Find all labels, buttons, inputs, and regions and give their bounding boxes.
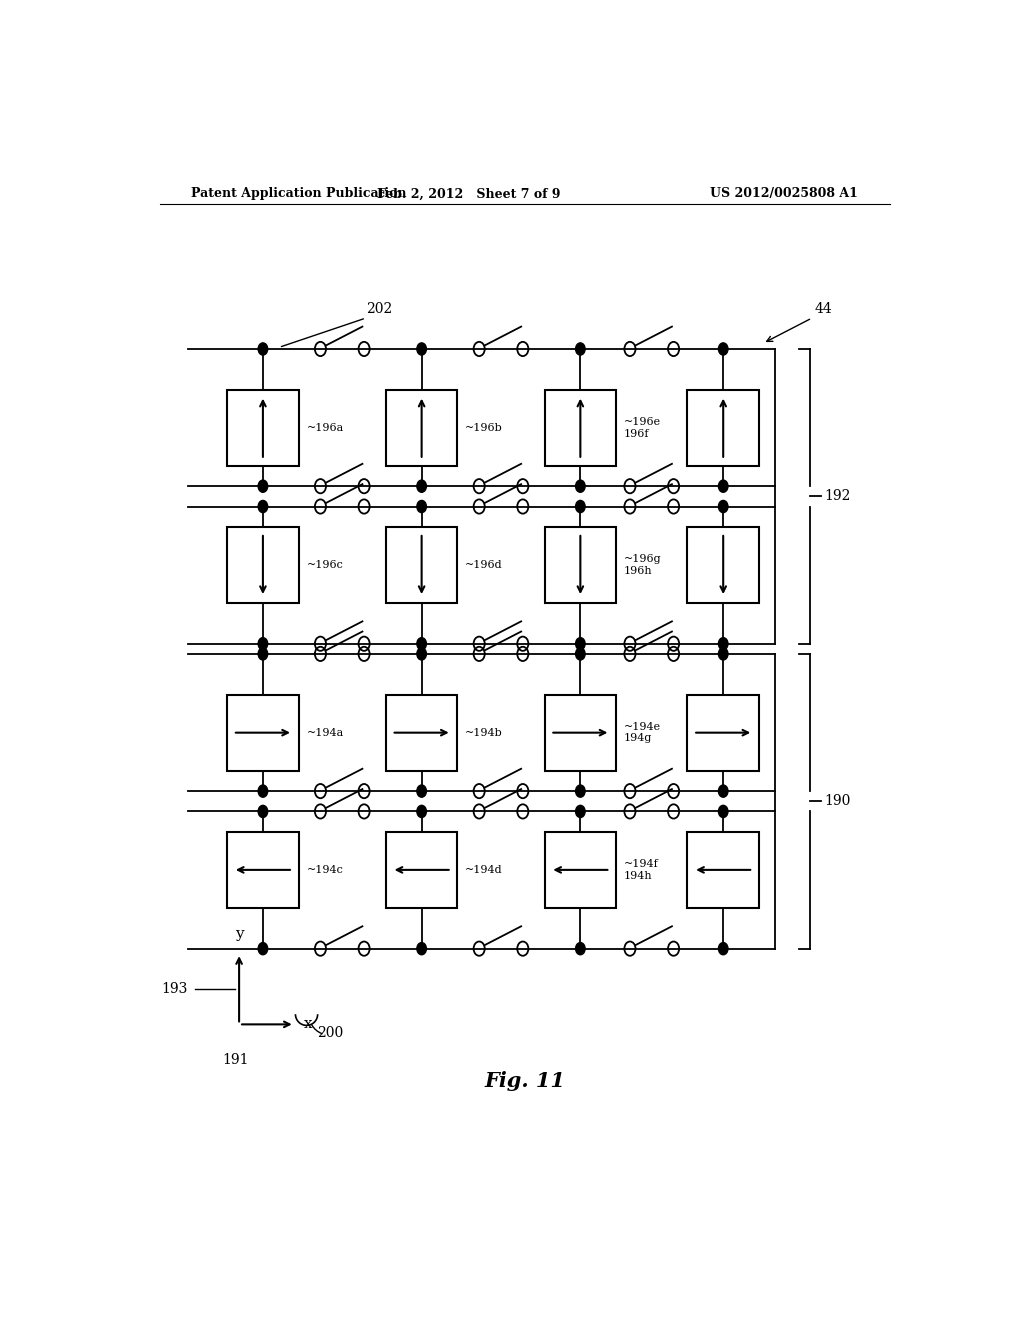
Text: 192: 192 xyxy=(824,490,851,503)
Circle shape xyxy=(575,942,585,954)
Circle shape xyxy=(719,942,728,954)
Circle shape xyxy=(719,785,728,797)
Circle shape xyxy=(417,942,426,954)
Circle shape xyxy=(258,480,267,492)
Text: Fig. 11: Fig. 11 xyxy=(484,1072,565,1092)
Text: 191: 191 xyxy=(222,1053,249,1067)
Text: ~196c: ~196c xyxy=(306,560,343,570)
Circle shape xyxy=(258,500,267,512)
FancyBboxPatch shape xyxy=(386,694,458,771)
Circle shape xyxy=(417,480,426,492)
Circle shape xyxy=(417,638,426,649)
Text: ~194c: ~194c xyxy=(306,865,343,875)
Text: Feb. 2, 2012   Sheet 7 of 9: Feb. 2, 2012 Sheet 7 of 9 xyxy=(378,187,561,201)
FancyBboxPatch shape xyxy=(227,832,299,908)
Text: 193: 193 xyxy=(161,982,187,995)
Circle shape xyxy=(719,343,728,355)
Circle shape xyxy=(258,648,267,660)
FancyBboxPatch shape xyxy=(687,832,759,908)
Circle shape xyxy=(719,500,728,512)
Circle shape xyxy=(417,500,426,512)
Circle shape xyxy=(575,343,585,355)
FancyBboxPatch shape xyxy=(687,527,759,603)
FancyBboxPatch shape xyxy=(687,694,759,771)
Text: ~194f
194h: ~194f 194h xyxy=(624,859,658,880)
FancyBboxPatch shape xyxy=(386,527,458,603)
Circle shape xyxy=(258,785,267,797)
Text: x: x xyxy=(304,1018,312,1031)
Text: ~194b: ~194b xyxy=(465,727,503,738)
FancyBboxPatch shape xyxy=(545,389,616,466)
Text: ~194d: ~194d xyxy=(465,865,503,875)
Text: ~196b: ~196b xyxy=(465,422,503,433)
Circle shape xyxy=(258,805,267,817)
Circle shape xyxy=(719,638,728,649)
FancyBboxPatch shape xyxy=(227,389,299,466)
FancyBboxPatch shape xyxy=(545,694,616,771)
Text: ~196e
196f: ~196e 196f xyxy=(624,417,662,438)
Text: 44: 44 xyxy=(814,302,833,315)
Circle shape xyxy=(417,805,426,817)
FancyBboxPatch shape xyxy=(545,832,616,908)
Circle shape xyxy=(575,648,585,660)
FancyBboxPatch shape xyxy=(545,527,616,603)
Circle shape xyxy=(417,343,426,355)
FancyBboxPatch shape xyxy=(227,694,299,771)
Circle shape xyxy=(719,805,728,817)
Circle shape xyxy=(258,942,267,954)
Circle shape xyxy=(258,638,267,649)
Circle shape xyxy=(575,480,585,492)
Text: 202: 202 xyxy=(367,302,392,315)
Circle shape xyxy=(575,805,585,817)
Text: ~194e
194g: ~194e 194g xyxy=(624,722,662,743)
Circle shape xyxy=(417,648,426,660)
Text: 190: 190 xyxy=(824,795,851,808)
Text: ~194a: ~194a xyxy=(306,727,344,738)
Text: ~196g
196h: ~196g 196h xyxy=(624,554,662,576)
Circle shape xyxy=(417,785,426,797)
Circle shape xyxy=(719,480,728,492)
Circle shape xyxy=(575,638,585,649)
Circle shape xyxy=(575,500,585,512)
Text: 200: 200 xyxy=(317,1026,343,1040)
FancyBboxPatch shape xyxy=(386,389,458,466)
FancyBboxPatch shape xyxy=(227,527,299,603)
FancyBboxPatch shape xyxy=(386,832,458,908)
Circle shape xyxy=(719,648,728,660)
Text: US 2012/0025808 A1: US 2012/0025808 A1 xyxy=(711,187,858,201)
Text: ~196d: ~196d xyxy=(465,560,503,570)
Text: Patent Application Publication: Patent Application Publication xyxy=(191,187,407,201)
Circle shape xyxy=(258,343,267,355)
Text: y: y xyxy=(234,927,244,941)
Circle shape xyxy=(575,785,585,797)
FancyBboxPatch shape xyxy=(687,389,759,466)
Text: ~196a: ~196a xyxy=(306,422,344,433)
